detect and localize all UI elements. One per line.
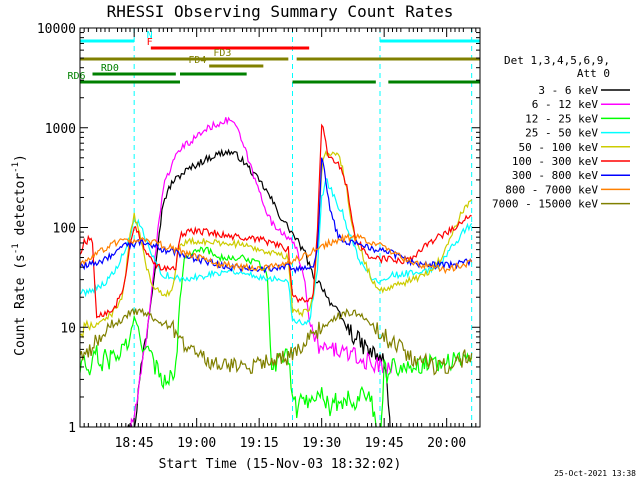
series-layer [80, 28, 473, 427]
legend-label-1: 6 - 12 keV [532, 98, 599, 111]
y-axis-label-mid: detector [13, 173, 28, 244]
legend-header-line-1: Att 0 [577, 67, 610, 80]
series-line-25-50-keV [80, 177, 473, 326]
x-tick-label: 19:15 [240, 436, 279, 451]
y-tick-label: 1000 [45, 122, 76, 137]
x-tick-label: 18:45 [115, 436, 154, 451]
legend-header-line-0: Det 1,3,4,5,6,9, [504, 54, 610, 67]
y-axis-label-end: ) [13, 154, 28, 162]
axes-layer: 1 10 100 1000 10000 18:45 19:00 19:15 19:30 19:45… [37, 22, 481, 451]
legend-header: Det 1,3,4,5,6,9,Att 0 [504, 54, 610, 80]
flag-label-FD4: FD4 [188, 55, 206, 66]
y-tick-label: 100 [53, 222, 76, 237]
series-line-6-12-keV [130, 116, 394, 427]
y-tick-label: 1 [68, 421, 76, 436]
legend-label-3: 25 - 50 keV [525, 127, 598, 140]
x-tick-label: 19:45 [365, 436, 404, 451]
series-line-7000-15000-keV [80, 307, 473, 376]
x-tick-label: 19:30 [302, 436, 341, 451]
x-tick-label: 19:00 [177, 436, 216, 451]
legend-label-7: 800 - 7000 keV [505, 183, 598, 196]
flag-label-RD6: RD6 [68, 71, 86, 82]
series-line-12-25-keV [80, 246, 473, 427]
y-tick-label: 10000 [37, 22, 76, 37]
flags-layer: NF FD3 FD4 RD0 RD6 [68, 30, 480, 84]
timestamp: 25-Oct-2021 13:38 [554, 469, 636, 478]
y-axis-label-exp1: -1 [11, 243, 21, 254]
x-axis-label: Start Time (15-Nov-03 18:32:02) [159, 457, 402, 472]
flag-label-FD3: FD3 [213, 48, 231, 59]
legend-label-0: 3 - 6 keV [538, 84, 598, 97]
x-tick-label: 20:00 [427, 436, 466, 451]
legend-label-5: 100 - 300 keV [512, 155, 598, 168]
flag-label-F: F [147, 37, 153, 48]
y-tick-label: 10 [60, 321, 76, 336]
flag-label-N: N [147, 30, 153, 41]
legend-label-8: 7000 - 15000 keV [492, 198, 598, 211]
legend-label-6: 300 - 800 keV [512, 169, 598, 182]
series-line-300-800-keV [80, 157, 473, 274]
series-line-50-100-keV [80, 150, 473, 339]
chart-title: RHESSI Observing Summary Count Rates [107, 2, 454, 21]
y-axis-label-main: Count Rate (s [13, 254, 28, 356]
series-line-3-6-keV [127, 148, 391, 427]
plot-frame [79, 27, 481, 428]
y-axis-label: Count Rate (s-1 detector-1) [11, 154, 28, 356]
flag-label-RD0: RD0 [101, 63, 119, 74]
legend-label-4: 50 - 100 keV [519, 141, 599, 154]
y-axis-label-exp2: -1 [11, 162, 21, 173]
series-line-800-7000-keV [80, 232, 473, 275]
legend-label-2: 12 - 25 keV [525, 112, 598, 125]
